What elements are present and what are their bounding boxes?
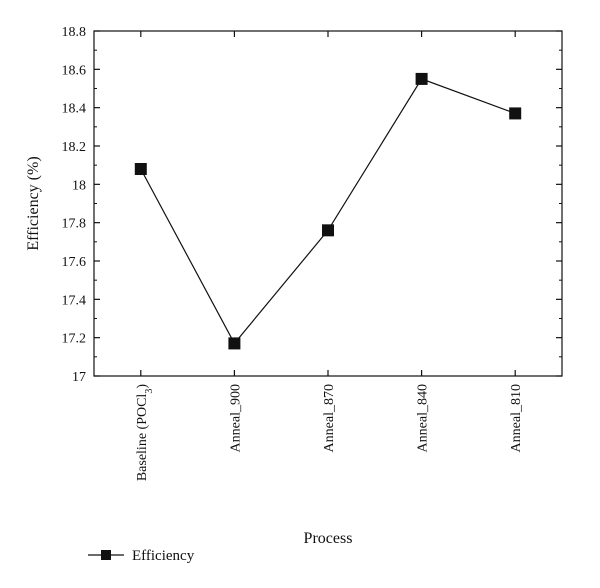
x-tick-label: Anneal_900 xyxy=(228,384,243,452)
data-point-marker xyxy=(415,72,428,85)
data-point-marker xyxy=(509,107,522,120)
series-efficiency xyxy=(134,72,522,350)
y-tick-label: 18.8 xyxy=(62,25,87,40)
y-tick-label: 18 xyxy=(72,178,86,193)
y-tick-label: 18.6 xyxy=(62,63,87,78)
y-axis-label: Efficiency (%) xyxy=(25,156,42,250)
legend: Efficiency xyxy=(88,548,195,564)
y-tick-label: 17 xyxy=(72,370,86,385)
series-line xyxy=(140,78,516,345)
data-point-marker xyxy=(228,337,241,350)
x-tick-label: Anneal_810 xyxy=(509,384,524,452)
y-axis-ticks: 17 17.2 17.4 17.6 17.8 18 18.2 18.4 18.6 18.8 xyxy=(62,25,562,385)
y-tick-label: 17.4 xyxy=(62,293,87,308)
y-tick-label: 17.6 xyxy=(62,255,87,270)
y-tick-label: 18.4 xyxy=(62,102,87,117)
x-tick-label: Anneal_840 xyxy=(416,384,431,452)
x-tick-label: Baseline (POCl3) xyxy=(135,384,155,482)
legend-marker-swatch xyxy=(101,550,111,560)
x-tick-label: Anneal_870 xyxy=(322,384,337,452)
plot-frame xyxy=(93,30,563,377)
y-tick-label: 18.2 xyxy=(62,140,87,155)
data-point-marker xyxy=(134,163,147,175)
x-axis-label: Process xyxy=(304,530,353,547)
legend-label: Efficiency xyxy=(132,548,195,564)
y-tick-label: 17.2 xyxy=(62,332,87,347)
data-point-marker xyxy=(322,224,334,237)
x-axis-ticks: Baseline (POCl3) Anneal_900 Anneal_870 Anne… xyxy=(135,31,524,481)
y-tick-label: 17.8 xyxy=(62,217,87,232)
